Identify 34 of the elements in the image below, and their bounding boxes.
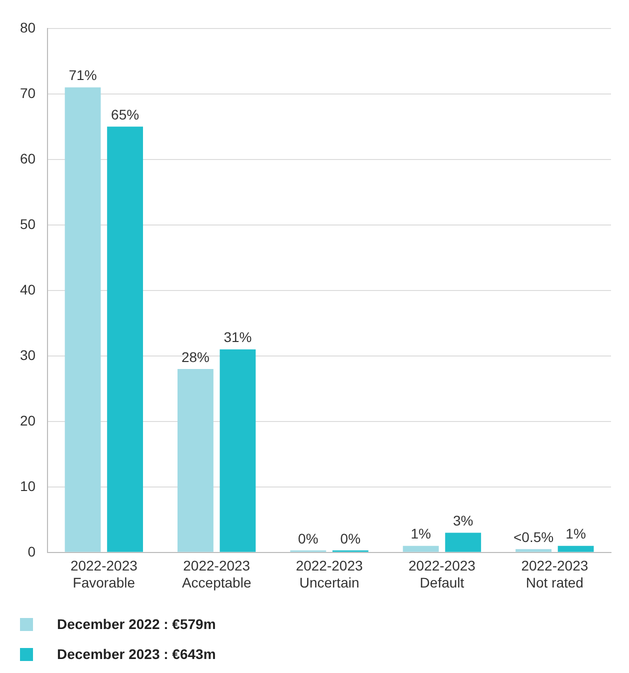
x-tick-label: 2022-2023 Not rated	[521, 558, 588, 590]
data-label: <0.5%	[513, 528, 554, 545]
data-label: 1%	[410, 526, 431, 542]
x-tick-label: 2022-2023 Acceptable	[182, 558, 252, 590]
y-tick-label: 10	[20, 478, 36, 494]
data-label: 28%	[181, 348, 210, 365]
bar	[516, 549, 552, 552]
x-tick-label: 2022-2023 Favorable	[70, 558, 138, 590]
y-tick-label: 50	[20, 216, 36, 232]
y-tick-label: 30	[20, 346, 36, 363]
bar	[558, 546, 594, 552]
data-label: 71%	[68, 67, 97, 84]
data-label: 0%	[298, 530, 318, 546]
bar	[178, 369, 214, 552]
data-label: 3%	[452, 512, 474, 529]
data-label: 0%	[340, 530, 361, 546]
y-tick-label: 70	[20, 84, 36, 101]
bar	[107, 126, 144, 552]
y-tick-label: 60	[20, 150, 36, 166]
bar	[64, 87, 101, 552]
legend-label: December 2023 : €643m	[57, 646, 216, 662]
data-label: 1%	[566, 526, 586, 542]
bar	[445, 532, 482, 552]
bar	[220, 349, 256, 552]
data-label: 65%	[111, 106, 140, 123]
y-tick-label: 80	[20, 19, 36, 36]
legend-label: December 2022 : €579m	[57, 616, 216, 632]
data-label: 31%	[224, 329, 252, 346]
x-tick-label: 2022-2023 Uncertain	[296, 558, 363, 590]
x-tick-label: 2022-2023 Default	[408, 558, 476, 590]
y-tick-label: 40	[20, 281, 36, 298]
y-tick-label: 20	[20, 412, 36, 428]
bar	[402, 546, 439, 552]
y-tick-label: 0	[28, 543, 36, 560]
